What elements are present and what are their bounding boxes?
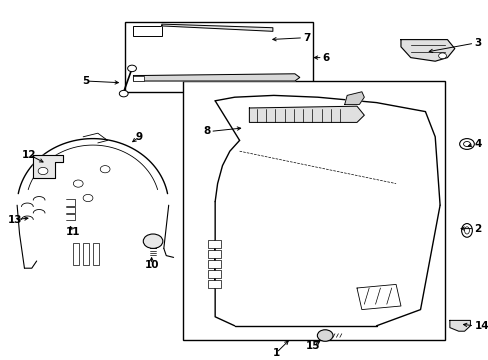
Circle shape bbox=[317, 330, 332, 341]
Bar bbox=[133, 26, 162, 36]
Text: 6: 6 bbox=[322, 53, 329, 63]
Bar bbox=[83, 243, 89, 265]
Circle shape bbox=[100, 166, 110, 173]
Circle shape bbox=[83, 194, 93, 202]
Text: 11: 11 bbox=[66, 227, 81, 237]
Text: 2: 2 bbox=[473, 224, 481, 234]
Polygon shape bbox=[162, 24, 272, 31]
Bar bbox=[208, 260, 220, 268]
Bar bbox=[93, 243, 99, 265]
Bar bbox=[208, 250, 220, 258]
Circle shape bbox=[438, 53, 446, 59]
Text: 9: 9 bbox=[136, 132, 142, 142]
Polygon shape bbox=[249, 106, 364, 122]
Circle shape bbox=[143, 234, 163, 248]
Text: 15: 15 bbox=[305, 341, 320, 351]
Bar bbox=[133, 76, 144, 81]
Bar bbox=[183, 81, 444, 340]
Text: 14: 14 bbox=[473, 321, 488, 331]
Circle shape bbox=[73, 180, 83, 187]
Text: 7: 7 bbox=[303, 33, 310, 43]
Polygon shape bbox=[400, 40, 454, 61]
Ellipse shape bbox=[464, 227, 468, 234]
Text: 3: 3 bbox=[473, 38, 481, 48]
Text: 12: 12 bbox=[22, 150, 37, 160]
Circle shape bbox=[119, 90, 128, 97]
Text: 8: 8 bbox=[203, 126, 210, 136]
Polygon shape bbox=[344, 92, 364, 104]
Circle shape bbox=[38, 167, 48, 175]
Circle shape bbox=[127, 65, 136, 72]
Bar bbox=[208, 240, 220, 248]
Circle shape bbox=[463, 141, 469, 147]
Bar bbox=[208, 280, 220, 288]
Polygon shape bbox=[133, 74, 299, 81]
Text: 4: 4 bbox=[473, 139, 481, 149]
Bar bbox=[208, 270, 220, 278]
Circle shape bbox=[459, 139, 473, 149]
Text: 1: 1 bbox=[272, 348, 279, 358]
Bar bbox=[124, 22, 312, 92]
Text: 10: 10 bbox=[144, 260, 159, 270]
Bar bbox=[73, 243, 79, 265]
Text: 5: 5 bbox=[82, 76, 89, 86]
Ellipse shape bbox=[461, 224, 471, 237]
Polygon shape bbox=[449, 320, 469, 331]
Polygon shape bbox=[33, 155, 62, 178]
Text: 13: 13 bbox=[7, 215, 22, 225]
